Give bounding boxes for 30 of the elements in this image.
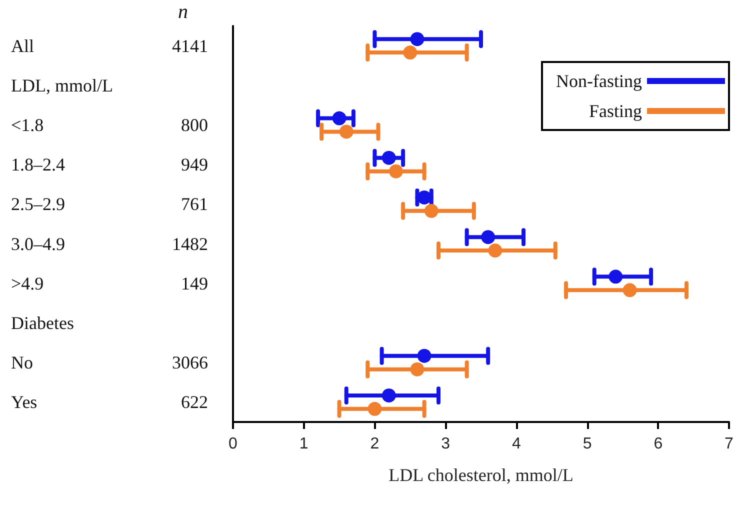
y-tick-label: 3.0–4.9 <box>11 234 65 254</box>
y-tick-label: Yes <box>11 392 38 412</box>
x-tick-label: 1 <box>299 436 308 452</box>
text: 761 <box>181 194 208 214</box>
text: 3066 <box>172 352 208 373</box>
y-tick-label: 2.5–2.9 <box>11 194 65 214</box>
text: 149 <box>181 273 208 294</box>
legend-label: Fasting <box>588 101 642 121</box>
text: 4141 <box>172 36 208 56</box>
y-tick-label: No <box>11 352 33 373</box>
text: 800 <box>181 115 208 135</box>
text: n <box>178 1 188 23</box>
y-tick-label: All <box>11 36 34 56</box>
x-tick-label: 4 <box>512 436 521 452</box>
x-tick-label: 6 <box>654 436 663 452</box>
x-tick-label: 5 <box>582 436 592 452</box>
text: 949 <box>181 154 208 175</box>
x-tick-label: 2 <box>370 436 380 452</box>
legend-label: Non-fasting <box>556 71 642 91</box>
x-tick-label: 0 <box>228 436 238 452</box>
y-tick-label: <1.8 <box>11 115 44 135</box>
y-tick-label: 1.8–2.4 <box>11 154 65 175</box>
y-tick-label: LDL, mmol/L <box>11 75 113 96</box>
x-axis-title: LDL cholesterol, mmol/L <box>388 465 574 485</box>
y-tick-label: >4.9 <box>11 273 44 294</box>
x-tick-label: 3 <box>441 436 450 452</box>
y-tick-label: Diabetes <box>11 313 74 333</box>
text: 622 <box>181 392 208 412</box>
x-tick-label: 7 <box>724 436 734 452</box>
text: 1482 <box>172 234 208 254</box>
